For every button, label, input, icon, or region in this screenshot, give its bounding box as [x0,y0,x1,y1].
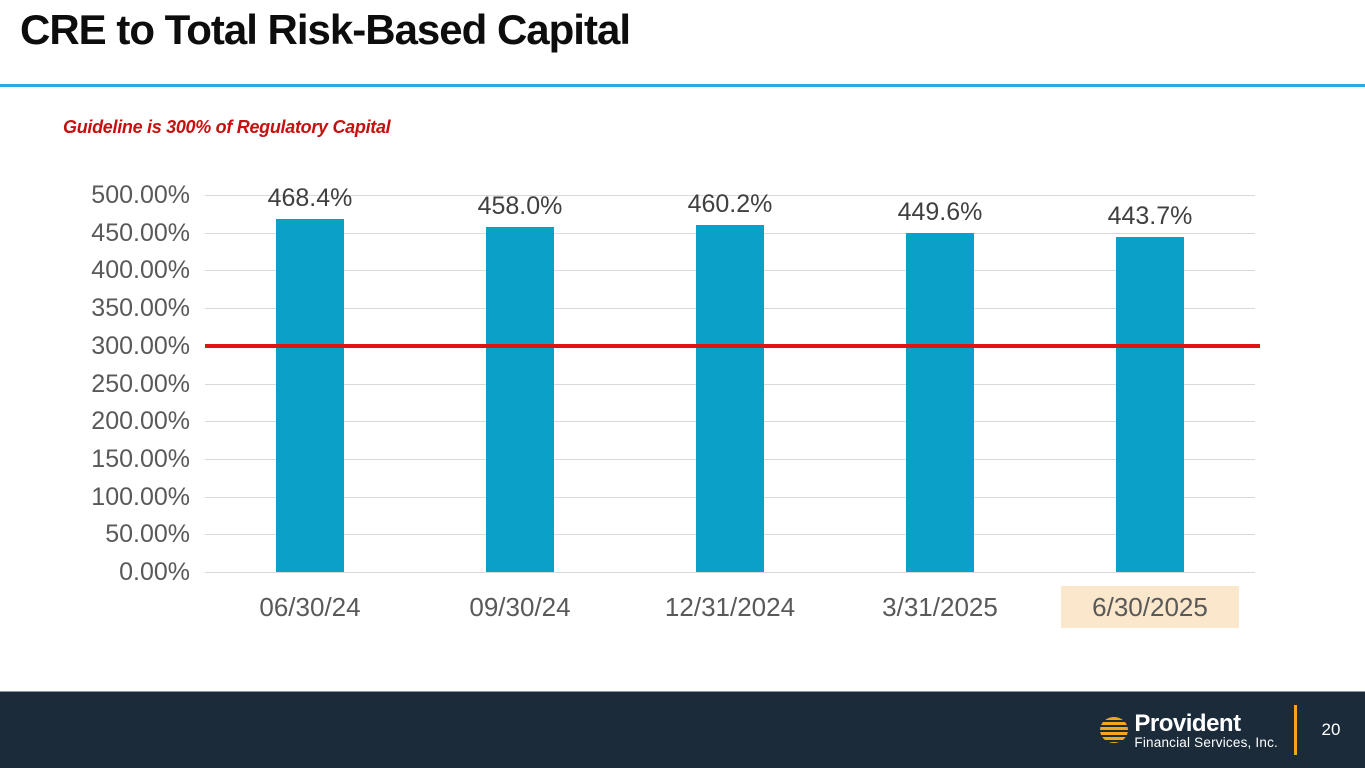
x-axis-category-label: 09/30/24 [469,592,571,622]
page-title: CRE to Total Risk-Based Capital [20,6,631,53]
bar [1116,237,1184,572]
guideline-note: Guideline is 300% of Regulatory Capital [63,117,391,137]
y-axis-tick-label: 350.00% [91,294,190,323]
y-axis-tick-label: 450.00% [91,218,190,247]
y-axis-tick-label: 250.00% [91,369,190,398]
bar [276,218,344,572]
y-axis-tick-label: 150.00% [91,444,190,473]
footer-gold-divider [1294,705,1297,755]
bar-value-label: 449.6% [897,198,983,226]
title-divider [0,84,1365,87]
guideline-300pct-line [205,343,1260,348]
bar-value-label: 460.2% [687,190,773,218]
page-number: 20 [1321,720,1341,739]
logo-name: Provident [1134,709,1241,737]
gridline [205,572,1255,573]
logo-subtitle: Financial Services, Inc. [1134,734,1278,750]
bar [696,225,764,572]
logo-text: Provident Financial Services, Inc. [1134,709,1278,750]
provident-sphere-icon [1100,716,1129,743]
bar-value-label: 458.0% [477,191,563,220]
gridline [205,195,1255,196]
y-axis-tick-label: 400.00% [91,256,190,285]
y-axis-tick-label: 100.00% [91,482,190,511]
bar [906,233,974,572]
x-axis-category-label: 3/31/2025 [882,592,998,622]
footer: Provident Financial Services, Inc. 20 [0,691,1365,768]
bar-value-label: 443.7% [1107,202,1193,231]
x-axis-category-label: 6/30/2025 [1061,586,1239,628]
y-axis-tick-label: 300.00% [91,331,190,360]
x-axis-category-label: 12/31/2024 [664,592,796,622]
y-axis-tick-label: 0.00% [119,558,190,586]
provident-logo: Provident Financial Services, Inc. [1100,709,1278,750]
y-axis-tick-label: 50.00% [105,520,190,549]
y-axis-tick-label: 200.00% [91,407,190,436]
bar-value-label: 468.4% [267,183,353,212]
x-axis-category-label: 06/30/24 [259,592,361,622]
bar [486,226,554,572]
y-axis-tick-label: 500.00% [91,181,190,209]
